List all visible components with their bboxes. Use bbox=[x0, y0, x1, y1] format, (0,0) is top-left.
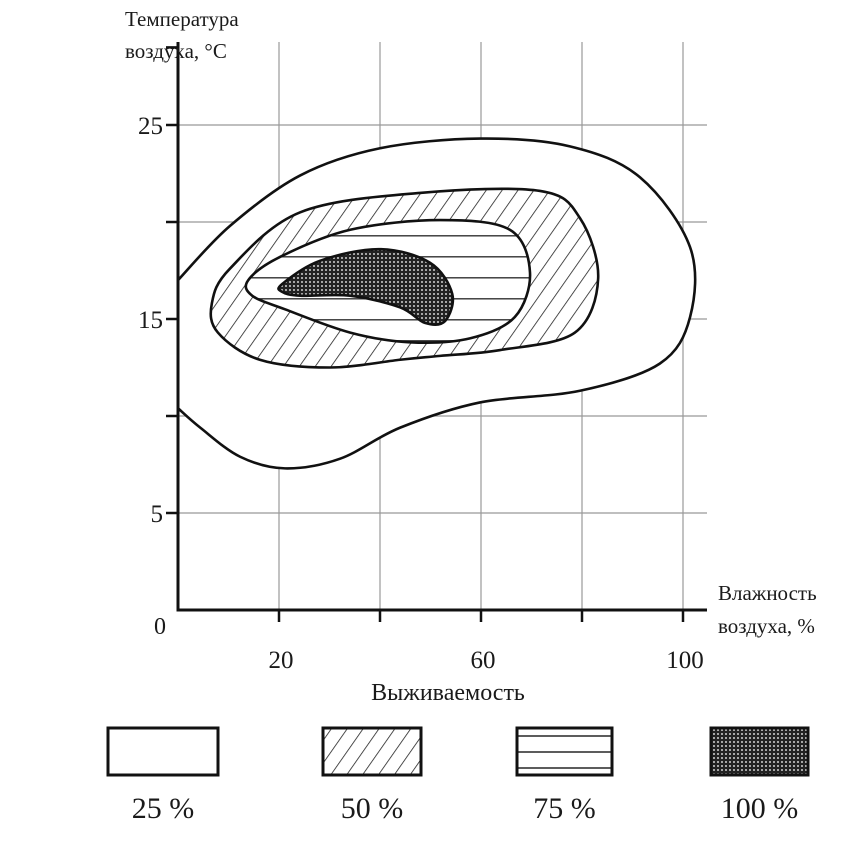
y-axis-label-line2: воздуха, °C bbox=[125, 39, 227, 63]
legend-title: Выживаемость bbox=[371, 680, 525, 706]
x-axis-label-line1: Влажность bbox=[718, 581, 817, 605]
y-tick-label: 25 bbox=[138, 113, 163, 140]
survival-regions bbox=[176, 137, 697, 470]
legend-label: 50 % bbox=[341, 792, 404, 825]
x-axis-label-line2: воздуха, % bbox=[718, 614, 815, 638]
legend: 25 % 50 % 75 % 100 % bbox=[106, 726, 810, 825]
legend-swatch-horizontal bbox=[515, 726, 614, 777]
legend-label: 25 % bbox=[132, 792, 195, 825]
y-tick-label: 15 bbox=[138, 307, 163, 334]
y-tick-label: 5 bbox=[151, 501, 164, 528]
legend-swatch-diagonal bbox=[321, 726, 423, 777]
legend-swatch-blank bbox=[106, 726, 220, 777]
x-tick-label: 60 bbox=[471, 647, 496, 674]
axes bbox=[166, 42, 707, 622]
legend-label: 75 % bbox=[533, 792, 596, 825]
legend-label: 100 % bbox=[721, 792, 799, 825]
x-tick-label: 100 bbox=[666, 647, 704, 674]
y-axis-label-line1: Температура bbox=[125, 7, 239, 31]
region-100-percent bbox=[277, 247, 455, 326]
origin-label: 0 bbox=[154, 614, 166, 640]
x-tick-label: 20 bbox=[269, 647, 294, 674]
legend-swatch-dots bbox=[709, 726, 810, 777]
